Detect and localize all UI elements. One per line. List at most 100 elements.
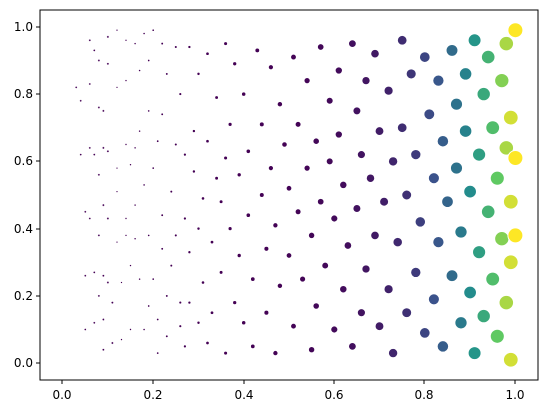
scatter-point	[396, 34, 408, 46]
scatter-point	[356, 308, 366, 318]
scatter-point	[347, 341, 357, 351]
scatter-point	[383, 284, 394, 295]
scatter-point	[173, 142, 178, 147]
scatter-point	[445, 43, 459, 57]
scatter-point	[173, 233, 178, 238]
scatter-point	[330, 214, 339, 223]
scatter-point	[124, 142, 128, 147]
scatter-point	[88, 39, 92, 42]
scatter-point	[502, 193, 519, 210]
scatter-point	[106, 217, 110, 220]
scatter-point	[106, 62, 110, 66]
y-tick-label-5: 1.0	[14, 20, 33, 34]
scatter-point	[169, 189, 174, 194]
scatter-point	[240, 91, 247, 97]
scatter-point	[119, 280, 124, 285]
scatter-point	[502, 109, 519, 126]
scatter-point	[352, 106, 362, 116]
scatter-point	[88, 146, 92, 150]
scatter-point	[432, 235, 445, 249]
scatter-point	[321, 261, 330, 270]
scatter-point	[93, 49, 96, 52]
scatter-point	[169, 263, 174, 268]
scatter-point	[102, 146, 105, 150]
scatter-point	[240, 320, 247, 326]
scatter-point	[361, 264, 371, 274]
scatter-point	[339, 180, 348, 190]
scatter-point	[218, 199, 224, 205]
scatter-point	[418, 327, 431, 339]
scatter-point	[449, 161, 464, 175]
scatter-point	[436, 134, 450, 148]
scatter-point	[263, 309, 270, 316]
scatter-point	[410, 148, 422, 161]
scatter-point	[339, 284, 348, 294]
scatter-point	[383, 85, 394, 96]
scatter-point	[463, 285, 477, 300]
scatter-point	[182, 152, 188, 157]
scatter-point	[124, 38, 128, 42]
scatter-point	[97, 294, 101, 298]
scatter-point	[187, 44, 192, 50]
scatter-point	[205, 138, 210, 144]
scatter-point	[124, 78, 128, 83]
scatter-point	[285, 252, 293, 259]
scatter-point	[502, 351, 519, 368]
scatter-point	[454, 225, 468, 239]
scatter-point	[164, 71, 169, 76]
scatter-point	[236, 172, 242, 178]
scatter-point	[164, 293, 169, 298]
scatter-point	[223, 155, 229, 161]
scatter-point	[146, 109, 151, 113]
scatter-point	[84, 328, 87, 331]
scatter-point	[458, 124, 473, 138]
scatter-point	[356, 150, 366, 160]
scatter-point	[507, 227, 524, 244]
scatter-point	[396, 122, 408, 134]
scatter-point	[467, 33, 482, 48]
scatter-point	[392, 236, 403, 248]
scatter-point	[418, 51, 431, 63]
scatter-point	[93, 271, 96, 274]
points-layer	[74, 22, 524, 368]
scatter-point	[352, 204, 362, 213]
y-tick-label-3: 0.6	[14, 154, 33, 168]
scatter-point	[93, 153, 96, 156]
scatter-point	[299, 275, 307, 283]
scatter-point	[410, 266, 422, 279]
scatter-point	[223, 41, 229, 47]
scatter-point	[102, 109, 105, 113]
scatter-point	[200, 196, 206, 201]
scatter-point	[106, 149, 110, 153]
scatter-point	[272, 349, 279, 357]
scatter-point	[290, 322, 297, 330]
scatter-point	[97, 59, 101, 62]
scatter-point	[205, 340, 210, 346]
scatter-point	[227, 121, 233, 127]
scatter-point	[290, 53, 297, 61]
scatter-point	[223, 350, 229, 356]
scatter-point	[263, 245, 270, 252]
scatter-point	[232, 299, 238, 306]
scatter-point	[227, 226, 233, 232]
scatter-point	[115, 28, 119, 32]
scatter-point	[178, 300, 183, 305]
scatter-point	[249, 343, 256, 350]
scatter-point	[307, 345, 316, 354]
scatter-point	[258, 192, 265, 198]
scatter-point	[128, 162, 133, 167]
scatter-point	[146, 233, 151, 238]
scatter-point	[294, 120, 302, 128]
scatter-point	[267, 64, 275, 71]
scatter-point	[489, 170, 505, 186]
scatter-point	[303, 76, 311, 85]
scatter-point	[379, 196, 390, 207]
scatter-point	[196, 71, 201, 77]
scatter-point	[115, 166, 119, 170]
scatter-point	[245, 148, 252, 155]
scatter-point	[209, 310, 215, 316]
scatter-point	[436, 340, 450, 353]
scatter-point	[196, 320, 201, 326]
scatter-point	[454, 316, 468, 330]
